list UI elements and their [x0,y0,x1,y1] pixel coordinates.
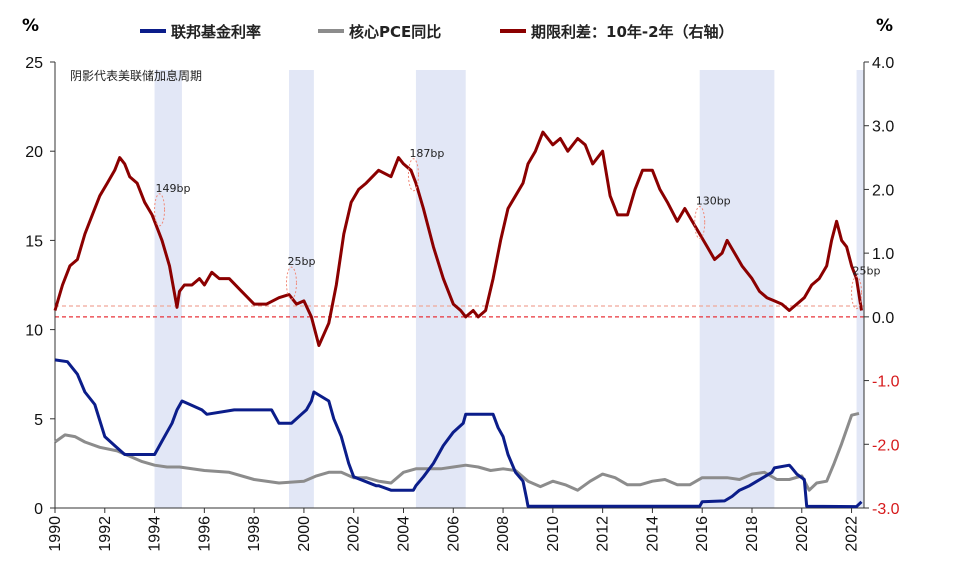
legend-label-term-spread: 期限利差：10年-2年（右轴） [531,23,734,41]
left-axis-unit: % [22,16,39,36]
annotation-label-1: 25bp [287,255,315,268]
x-tick-label-11: 2012 [595,516,612,552]
hike-cycle-band-0 [154,70,182,508]
right-tick-label-3: 0.0 [872,310,894,327]
annotation-label-3: 130bp [696,195,731,208]
x-tick-label-1: 1992 [97,516,114,552]
x-tick-label-8: 2006 [445,516,462,552]
reference-lines [55,305,864,318]
left-tick-label-3: 15 [25,233,43,250]
x-tick-label-2: 1994 [147,516,164,552]
x-tick-label-7: 2004 [395,516,412,552]
right-tick-label-5: 2.0 [872,182,894,199]
series-line-1 [54,411,860,492]
right-tick-label-2: -1.0 [872,374,900,391]
x-tick-label-0: 1990 [47,516,64,552]
x-tick-label-12: 2014 [644,516,661,552]
x-tick-label-5: 2000 [296,516,313,552]
legend: 联邦基金利率 核心PCE同比 期限利差：10年-2年（右轴） [140,23,734,41]
left-tick-label-5: 25 [25,55,43,72]
axes: 0 5 10 15 20 25 -3.0 -2.0 -1.0 0.0 1.0 2.0 3.0 4.0 199… [25,55,899,552]
annotation-marker-4 [851,276,863,310]
right-axis-unit: % [876,16,893,36]
hike-cycle-band-4 [856,70,864,508]
annotation-label-0: 149bp [156,182,191,195]
right-tick-label-0: -3.0 [872,501,900,518]
annotation-marker-2 [407,158,419,192]
hike-cycle-band-3 [699,70,775,508]
left-tick-label-1: 5 [34,412,43,429]
right-tick-label-4: 1.0 [872,246,894,263]
x-tick-label-9: 2008 [495,516,512,552]
series-line-2 [53,130,863,347]
hike-cycle-band-1 [288,70,314,508]
x-tick-label-15: 2020 [794,516,811,552]
x-tick-label-10: 2010 [545,516,562,552]
hike-cycle-band-2 [415,70,466,508]
legend-label-core-pce: 核心PCE同比 [349,23,441,41]
annotation-label-2: 187bp [409,147,444,160]
right-tick-label-1: -2.0 [872,437,900,454]
right-tick-label-7: 4.0 [872,55,894,72]
x-tick-label-16: 2022 [844,516,861,552]
x-tick-label-4: 1998 [246,516,263,552]
annotation-marker-3 [694,206,706,240]
annotation-marker-0 [154,193,166,227]
annotation-marker-1 [285,266,297,300]
x-tick-label-3: 1996 [196,516,213,552]
series-line-0 [54,358,863,509]
shading-note: 阴影代表美联储加息周期 [70,68,202,83]
right-tick-label-6: 3.0 [872,119,894,136]
x-tick-label-6: 2002 [346,516,363,552]
x-tick-label-13: 2016 [694,516,711,552]
left-tick-label-0: 0 [34,501,43,518]
left-tick-label-2: 10 [25,323,43,340]
annotation-label-4: 25bp [853,265,881,278]
left-tick-label-4: 20 [25,144,43,161]
annotations: 149bp 25bp 187bp 130bp 25bp [154,147,881,310]
legend-label-fed-funds: 联邦基金利率 [171,23,261,41]
series-lines [53,130,863,509]
x-tick-label-14: 2018 [744,516,761,552]
hike-cycle-shading [154,70,864,508]
